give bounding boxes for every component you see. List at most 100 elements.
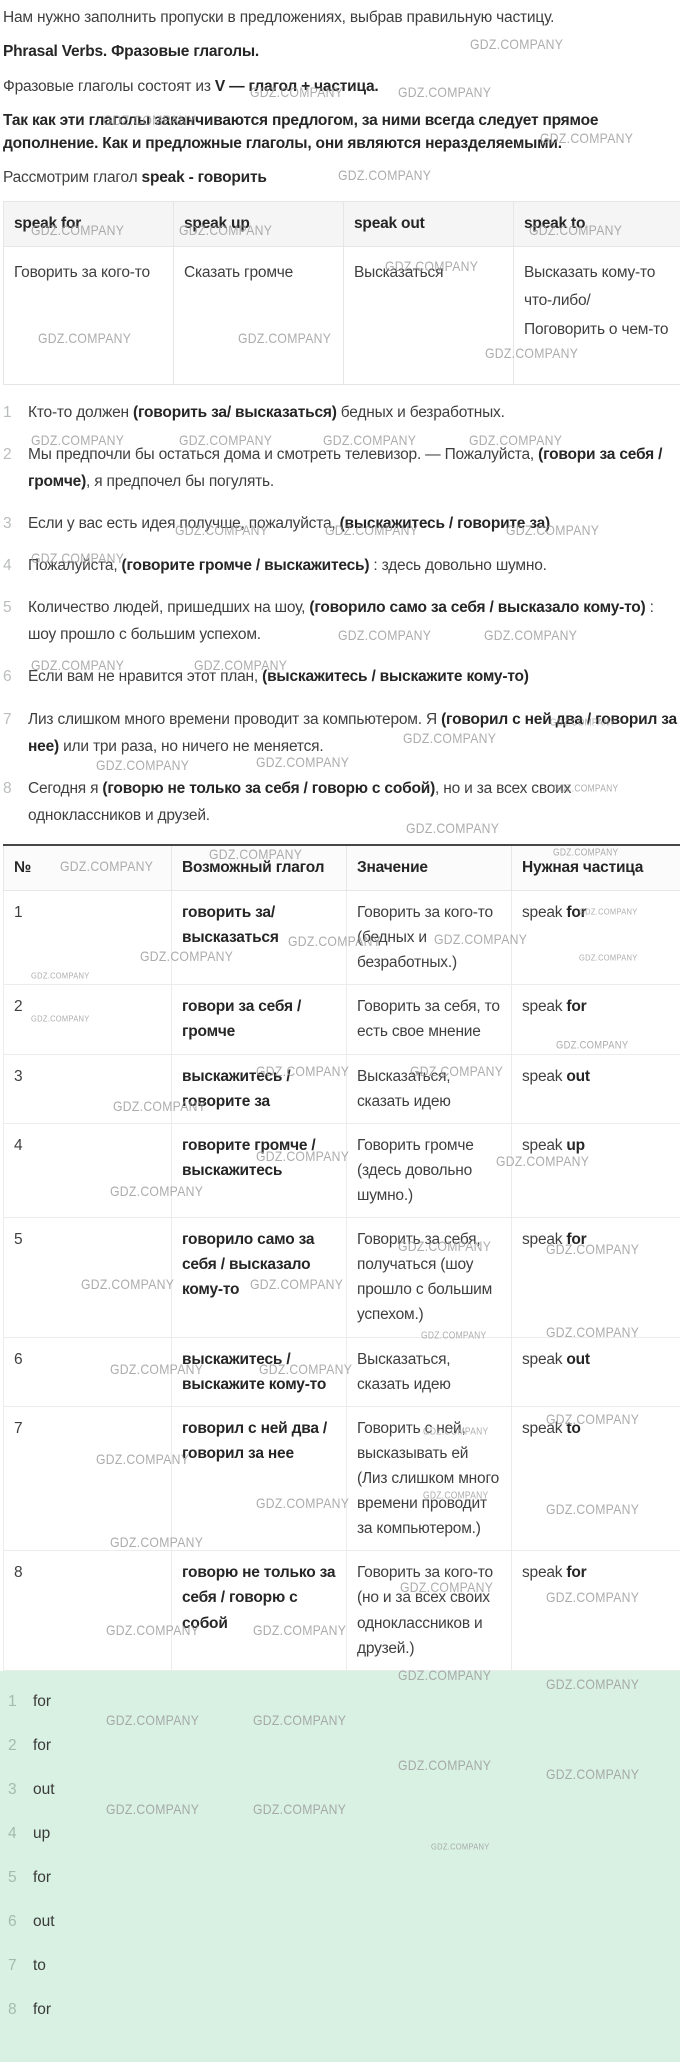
meaning-speak-out: Высказаться <box>344 246 514 384</box>
meaning-cell: Говорить с ней, высказывать ей (Лиз слиш… <box>347 1406 512 1551</box>
answer-number: 5 <box>8 1869 24 1887</box>
speak-variants-table: speak for speak up speak out speak to Го… <box>3 201 680 385</box>
answer-particle: out <box>33 1781 55 1799</box>
exercise-text: Мы предпочли бы остаться дома и смотреть… <box>28 441 677 495</box>
consider-verb-line: Рассмотрим глагол speak - говорить <box>3 166 677 189</box>
answer-number: 3 <box>8 1781 24 1799</box>
answer-number: 1 <box>8 1693 24 1711</box>
exercise-number: 4 <box>3 552 20 579</box>
possible-verb-cell: говорить за/ высказаться <box>172 891 347 985</box>
particle-word: up <box>566 1137 585 1154</box>
phrasal-verbs-heading: Phrasal Verbs. Фразовые глаголы. <box>3 40 677 63</box>
answer-row: 3 out <box>0 1768 680 1812</box>
exercise-number: 6 <box>3 663 20 690</box>
row-number-cell: 7 <box>4 1406 172 1551</box>
answer-row: 4 up <box>0 1812 680 1856</box>
speak-word: speak <box>522 1564 562 1581</box>
speak-word: speak <box>522 1068 562 1085</box>
row-number-cell: 2 <box>4 985 172 1054</box>
meaning-cell: Говорить громче (здесь довольно шумно.) <box>347 1123 512 1217</box>
meaning-cell: Говорить за себя, то есть свое мнение <box>347 985 512 1054</box>
header-speak-out: speak out <box>344 201 514 246</box>
exercise-number: 8 <box>3 775 20 829</box>
exercise-list: 1 Кто-то должен (говорить за/ высказатьс… <box>3 399 677 830</box>
speak-word: speak <box>522 1351 562 1368</box>
row-number-cell: 8 <box>4 1551 172 1670</box>
speak-word: speak <box>522 1231 562 1248</box>
exercise-text: Если у вас есть идея получше, пожалуйста… <box>28 510 677 537</box>
speak-word: speak <box>522 998 562 1015</box>
answer-particle: for <box>33 1869 51 1887</box>
exercise-text: Лиз слишком много времени проводит за ко… <box>28 706 677 760</box>
exercise-item: 6 Если вам не нравится этот план, (выска… <box>3 663 677 690</box>
answer-row: 8 for <box>0 1988 680 2032</box>
exercise-item: 2 Мы предпочли бы остаться дома и смотре… <box>3 441 677 495</box>
verb-composition-line: Фразовые глаголы состоят из V — глагол +… <box>3 75 677 98</box>
answer-row: 6 out <box>0 1900 680 1944</box>
meaning-cell: Высказаться, сказать идею <box>347 1337 512 1406</box>
exercise-number: 5 <box>3 594 20 648</box>
exercise-item: 4 Пожалуйста, (говорите громче / выскажи… <box>3 552 677 579</box>
particle-word: for <box>566 904 586 921</box>
column-header-particle: Нужная частица <box>512 845 680 891</box>
meaning-cell: Высказаться, сказать идею <box>347 1054 512 1123</box>
possible-verb-cell: говорил с ней два / говорил за нее <box>172 1406 347 1551</box>
particle-word: for <box>566 1564 586 1581</box>
solution-table: № Возможный глагол Значение Нужная части… <box>3 844 680 1671</box>
row-number-cell: 5 <box>4 1218 172 1337</box>
column-header-possible-verb: Возможный глагол <box>172 845 347 891</box>
exercise-number: 2 <box>3 441 20 495</box>
meaning-speak-to: Высказать кому-то что-либо/ Поговорить о… <box>514 246 680 384</box>
meaning-cell: Говорить за себя, получаться (шоу прошло… <box>347 1218 512 1337</box>
row-number-cell: 4 <box>4 1123 172 1217</box>
speak-word: speak <box>522 904 562 921</box>
solution-row: 4 говорите громче / выскажитесь Говорить… <box>4 1123 680 1217</box>
header-speak-to: speak to <box>514 201 680 246</box>
possible-verb-cell: выскажитесь / выскажите кому-то <box>172 1337 347 1406</box>
speak-variants-meaning-row: Говорить за кого-то Сказать громче Выска… <box>4 246 680 384</box>
solution-row: 3 выскажитесь / говорите за Высказаться,… <box>4 1054 680 1123</box>
possible-verb-cell: говорите громче / выскажитесь <box>172 1123 347 1217</box>
verb-composition-formula: V — глагол + частица. <box>215 78 379 95</box>
row-number-cell: 6 <box>4 1337 172 1406</box>
speak-word: speak <box>522 1420 562 1437</box>
particle-word: for <box>566 1231 586 1248</box>
solution-row: 1 говорить за/ высказаться Говорить за к… <box>4 891 680 985</box>
exercise-item: 8 Сегодня я (говорю не только за себя / … <box>3 775 677 829</box>
column-header-number: № <box>4 845 172 891</box>
exercise-number: 7 <box>3 706 20 760</box>
meaning-cell: Говорить за кого-то (бедных и безработны… <box>347 891 512 985</box>
particle-word: to <box>566 1420 580 1437</box>
answer-particle: to <box>33 1957 46 1975</box>
particle-word: for <box>566 998 586 1015</box>
particle-word: out <box>566 1351 590 1368</box>
answer-row: 7 to <box>0 1944 680 1988</box>
exercise-text: Если вам не нравится этот план, (выскажи… <box>28 663 677 690</box>
exercise-text: Кто-то должен (говорить за/ высказаться)… <box>28 399 677 426</box>
consider-verb-name: speak - говорить <box>142 169 267 186</box>
speak-variants-header-row: speak for speak up speak out speak to <box>4 201 680 246</box>
solution-row: 2 говори за себя / громче Говорить за се… <box>4 985 680 1054</box>
column-header-meaning: Значение <box>347 845 512 891</box>
answer-row: 5 for <box>0 1856 680 1900</box>
possible-verb-cell: говорю не только за себя / говорю с собо… <box>172 1551 347 1670</box>
solution-row: 8 говорю не только за себя / говорю с со… <box>4 1551 680 1670</box>
possible-verb-cell: выскажитесь / говорите за <box>172 1054 347 1123</box>
row-number-cell: 1 <box>4 891 172 985</box>
row-number-cell: 3 <box>4 1054 172 1123</box>
content: Нам нужно заполнить пропуски в предложен… <box>0 0 680 1671</box>
exercise-number: 1 <box>3 399 20 426</box>
exercise-number: 3 <box>3 510 20 537</box>
solution-table-header-row: № Возможный глагол Значение Нужная части… <box>4 845 680 891</box>
answer-particle: for <box>33 2001 51 2019</box>
answer-number: 8 <box>8 2001 24 2019</box>
task-description: Нам нужно заполнить пропуски в предложен… <box>3 6 677 29</box>
